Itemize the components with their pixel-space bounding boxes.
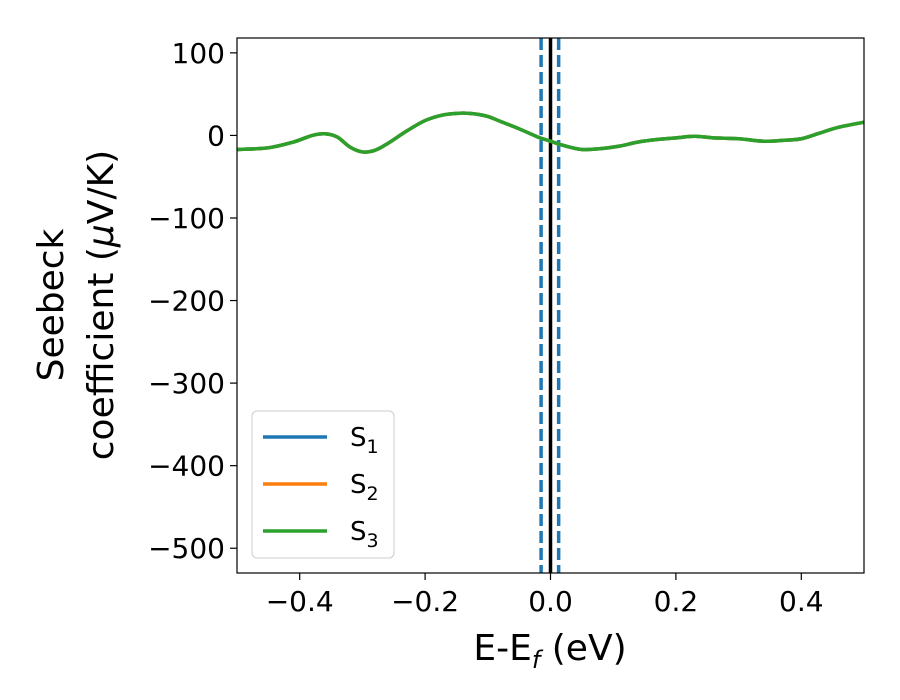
y-axis-title-line1: Seebeck bbox=[31, 228, 72, 381]
legend-label-s2: S2 bbox=[350, 470, 379, 505]
y-axis-title-main: coefficient ( bbox=[81, 247, 122, 460]
y-tick-label: −500 bbox=[148, 532, 225, 565]
series-line-s3 bbox=[236, 111, 865, 154]
y-axis-title-line2-group: coefficient (μV/K) bbox=[81, 150, 122, 460]
x-tick-label: 0.2 bbox=[654, 585, 699, 618]
legend-items: S1 S2 S3 bbox=[263, 423, 379, 552]
y-axis-title-unit: V/K) bbox=[81, 150, 122, 224]
y-tick-label: −400 bbox=[148, 450, 225, 483]
legend-label-s3: S3 bbox=[350, 517, 379, 552]
y-axis-title-line1-group: Seebeck bbox=[31, 228, 72, 381]
legend-label-s1: S1 bbox=[350, 423, 379, 458]
x-tick-label: −0.2 bbox=[391, 585, 459, 618]
x-axis-title-unit: (eV) bbox=[540, 628, 626, 669]
y-tick-label: 0 bbox=[207, 119, 225, 152]
y-axis-ticks: 100 0 −100 −200 −300 −400 −500 bbox=[148, 37, 237, 565]
legend: S1 S2 S3 bbox=[251, 410, 395, 559]
series-layer bbox=[236, 111, 865, 154]
y-axis-title-line2: coefficient (μV/K) bbox=[81, 150, 122, 460]
y-axis-title-mu: μ bbox=[81, 224, 122, 248]
x-tick-label: −0.4 bbox=[266, 585, 334, 618]
y-tick-label: −300 bbox=[148, 367, 225, 400]
x-axis-title: E-Ef (eV) bbox=[473, 628, 626, 674]
x-axis-ticks: −0.4 −0.2 0.0 0.2 0.4 bbox=[266, 573, 824, 618]
x-axis-title-main: E-E bbox=[473, 628, 531, 669]
x-tick-label: 0.4 bbox=[779, 585, 824, 618]
y-tick-label: −100 bbox=[148, 202, 225, 235]
x-tick-label: 0.0 bbox=[528, 585, 573, 618]
fermi-level-lines bbox=[539, 38, 561, 573]
y-tick-label: 100 bbox=[172, 37, 225, 70]
y-tick-label: −200 bbox=[148, 285, 225, 318]
